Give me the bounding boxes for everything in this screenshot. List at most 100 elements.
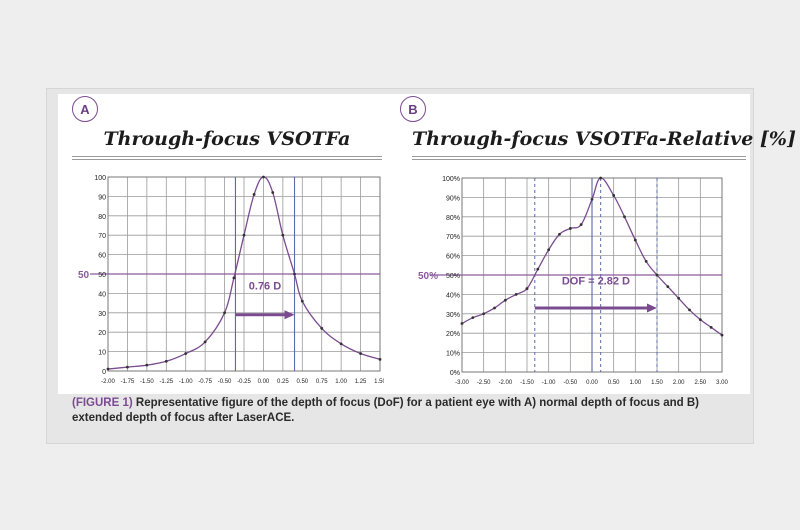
chart-a-xtick-label-4: -1.00 <box>179 379 193 385</box>
chart-a-threshold-label: 50 <box>78 270 90 281</box>
chart-a-xtick-label-2: -1.50 <box>140 379 154 385</box>
chart-a-point-8 <box>242 233 246 237</box>
chart-b-point-4 <box>503 298 507 302</box>
chart-a-point-12 <box>281 233 285 237</box>
chart-a-xtick-label-8: 0.00 <box>258 379 270 385</box>
chart-a-xtick-label-3: -1.25 <box>159 379 173 385</box>
chart-a-xtick-label-11: 0.75 <box>316 379 328 385</box>
chart-b-point-1 <box>471 316 475 320</box>
chart-b-point-23 <box>709 325 713 329</box>
chart-a-point-9 <box>252 193 256 196</box>
caption-text: Representative figure of the depth of fo… <box>72 397 699 424</box>
chart-b-point-14 <box>612 194 616 197</box>
chart-a-point-18 <box>378 357 382 361</box>
chart-a-ytick-label-3: 30 <box>98 311 106 318</box>
chart-b-ytick-label-9: 90% <box>446 195 460 202</box>
chart-a-point-1 <box>126 365 129 369</box>
chart-a-point-4 <box>184 352 188 355</box>
chart-b-dof-label: DOF = 2.82 D <box>562 276 630 288</box>
chart-b-point-9 <box>558 232 561 236</box>
chart-a-ytick-label-1: 10 <box>98 350 106 357</box>
chart-a-dof-label: 0.76 D <box>249 281 281 293</box>
chart-b-xtick-label-0: -3.00 <box>455 380 469 386</box>
chart-a-point-14 <box>300 299 304 303</box>
chart-b-point-10 <box>568 227 572 230</box>
chart-a-point-3 <box>164 359 168 363</box>
chart-a-xtick-label-9: 0.25 <box>277 379 289 385</box>
chart-a-xtick-label-10: 0.50 <box>296 379 308 385</box>
chart-a-point-17 <box>359 352 362 355</box>
panel-b-title-rule <box>412 156 746 157</box>
chart-b-ytick-label-3: 30% <box>446 312 460 319</box>
chart-b-point-24 <box>720 333 724 337</box>
chart-a-point-7 <box>232 276 236 280</box>
chart-a-point-11 <box>271 191 275 194</box>
chart-b-xtick-label-6: 0.00 <box>586 380 598 386</box>
chart-b-xtick-label-4: -1.00 <box>542 380 556 386</box>
chart-a-point-15 <box>320 326 324 330</box>
figure-caption: (FIGURE 1) Representative figure of the … <box>72 396 744 426</box>
chart-a-ytick-label-9: 90 <box>98 194 106 201</box>
chart-a-ytick-label-6: 60 <box>98 253 106 260</box>
chart-a-ytick-label-0: 0 <box>102 369 106 376</box>
chart-b-xtick-label-3: -1.50 <box>520 380 534 386</box>
chart-a-ytick-label-10: 100 <box>94 175 106 182</box>
chart-b-xtick-label-2: -2.00 <box>498 380 512 386</box>
chart-b-xtick-label-12: 3.00 <box>716 380 728 386</box>
caption-lead: (FIGURE 1) <box>72 397 133 409</box>
chart-b-xtick-label-7: 0.50 <box>608 380 620 386</box>
chart-a-point-0 <box>106 367 110 371</box>
chart-a-xtick-label-12: 1.00 <box>335 379 347 385</box>
chart-b-point-8 <box>547 248 551 252</box>
chart-b-point-12 <box>590 197 594 201</box>
chart-a-ytick-label-7: 70 <box>98 233 106 240</box>
chart-b-ytick-label-4: 40% <box>446 292 460 299</box>
chart-b-point-2 <box>482 312 486 316</box>
chart-a-xtick-label-5: -0.75 <box>198 379 212 385</box>
chart-b-point-0 <box>460 322 464 325</box>
chart-a-xtick-label-13: 1.25 <box>355 379 367 385</box>
chart-a-ytick-label-8: 80 <box>98 214 106 221</box>
chart-b-xtick-label-9: 1.50 <box>651 380 663 386</box>
chart-b-point-15 <box>623 215 626 219</box>
chart-a-point-13 <box>293 272 296 276</box>
chart-b: 50% 0% 10% 20% 30% 40% 50% 60% 70% 80% 90% 100% -3.0… <box>418 176 728 386</box>
chart-b-point-21 <box>688 308 691 312</box>
chart-b-ytick-label-8: 80% <box>446 215 460 222</box>
chart-a-point-5 <box>203 340 207 344</box>
panel-a-title: Through-focus VSOTFa <box>103 128 351 150</box>
chart-a-xtick-label-7: -0.25 <box>237 379 251 385</box>
chart-a-xtick-label-14: 1.50 <box>374 379 384 385</box>
chart-b-xtick-label-10: 2.00 <box>673 380 685 386</box>
chart-b-point-6 <box>525 287 529 290</box>
chart-a-point-10 <box>262 175 265 179</box>
chart-b-point-13 <box>599 176 603 180</box>
chart-b-point-18 <box>655 273 659 277</box>
chart-b-ytick-label-10: 100% <box>442 176 460 183</box>
chart-a-point-2 <box>145 363 149 367</box>
chart-b-point-22 <box>698 318 702 322</box>
chart-b-ytick-label-1: 10% <box>446 351 460 358</box>
chart-a-xtick-label-0: -2.00 <box>101 379 115 385</box>
panel-a-title-rule-2 <box>72 159 382 160</box>
chart-b-threshold-label: 50% <box>418 271 438 282</box>
chart-b-xtick-label-5: -0.50 <box>563 380 577 386</box>
chart-b-point-20 <box>677 296 681 300</box>
chart-b-xtick-label-8: 1.00 <box>629 380 641 386</box>
panel-b-badge: B <box>400 96 426 122</box>
panel-b-title-rule-2 <box>412 159 746 160</box>
chart-b-ytick-label-0: 0% <box>450 370 460 377</box>
figure-panel <box>58 94 750 394</box>
chart-b-xtick-label-1: -2.50 <box>477 380 491 386</box>
chart-b-point-19 <box>666 285 670 289</box>
chart-a-ytick-label-2: 20 <box>98 330 106 337</box>
chart-a-ytick-label-5: 50 <box>98 272 106 279</box>
chart-b-ytick-label-7: 70% <box>446 234 460 241</box>
chart-a-point-6 <box>223 311 226 315</box>
panel-a-title-rule <box>72 156 382 157</box>
panel-a-badge: A <box>72 96 98 122</box>
chart-a-point-16 <box>339 342 343 346</box>
panel-b-title: Through-focus VSOTFa-Relative [%] <box>412 128 796 150</box>
chart-b-point-11 <box>579 223 583 226</box>
